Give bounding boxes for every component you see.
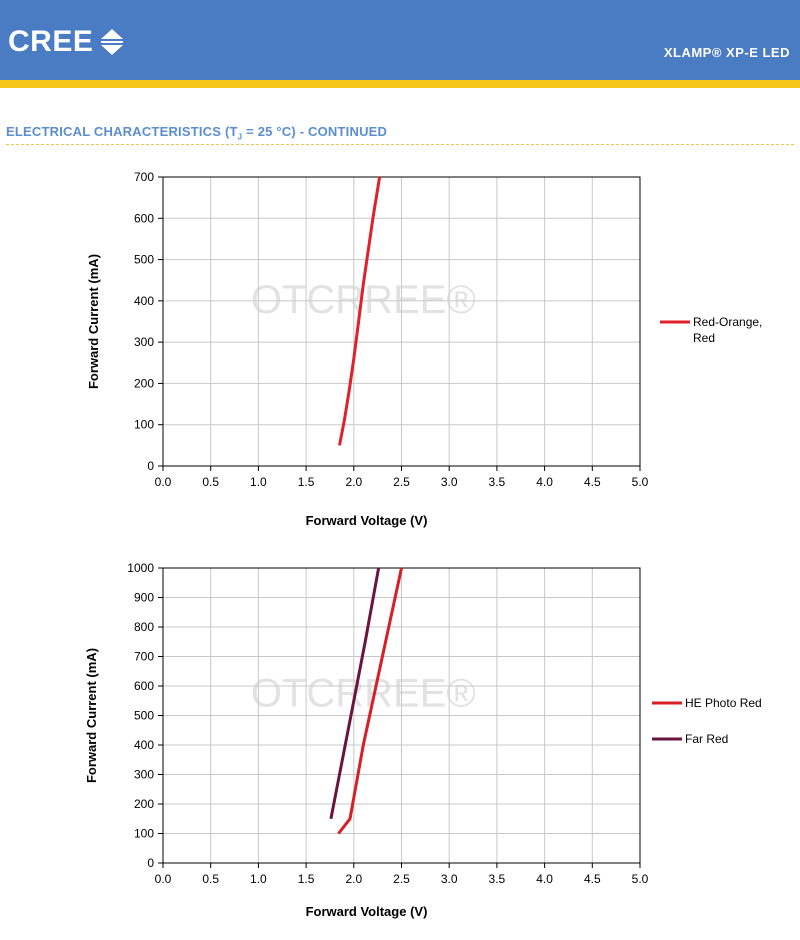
section-title-prefix: ELECTRICAL CHARACTERISTICS (T [6,124,238,139]
series-line-1 [329,567,381,820]
x-tick-label: 0.5 [202,475,219,489]
y-tick-label: 900 [134,591,154,605]
y-tick-label: 500 [134,253,154,267]
x-tick-label: 3.5 [489,475,506,489]
x-tick-label: 2.0 [345,872,362,886]
plot-frame [162,176,641,467]
x-tick-label: 1.5 [298,872,315,886]
iv-chart-photo-red: 0.0 0.5 1.0 1.5 2.0 2.5 3.0 3.5 4.0 4.5 5.0 0 100 200… [84,561,762,919]
y-tick-label: 400 [134,738,154,752]
y-tick-label: 700 [134,650,154,664]
product-name: XLAMP® XP-E LED [663,45,790,60]
logo-text: CREE [8,25,94,58]
x-tick-label: 2.0 [345,475,362,489]
y-tick-label: 100 [134,827,154,841]
x-tick-label: 4.5 [584,475,601,489]
x-tick-label: 5.0 [632,475,649,489]
section-divider [6,144,794,145]
y-axis-title: Forward Current (mA) [84,648,99,783]
y-tick-label: 400 [134,294,154,308]
y-tick-label: 700 [134,170,154,184]
y-tick-label: 100 [134,418,154,432]
cree-diamond-icon [101,29,124,55]
y-tick-label: 500 [134,709,154,723]
y-axis-title: Forward Current (mA) [86,254,101,389]
x-tick-label: 1.0 [250,872,267,886]
watermark-text: OTCRREE® [251,672,476,716]
x-tick-label: 3.0 [441,475,458,489]
x-tick-label: 4.5 [584,872,601,886]
header-stripe [0,80,800,88]
x-axis-title: Forward Voltage (V) [306,513,428,528]
iv-chart-red: 0.0 0.5 1.0 1.5 2.0 2.5 3.0 3.5 4.0 4.5 5.0 0 100 200… [86,170,762,528]
x-tick-label: 0.0 [155,475,172,489]
section-title-sub: J [237,132,243,142]
y-tick-label: 0 [147,856,154,870]
y-tick-label: 600 [134,679,154,693]
legend-label-0: HE Photo Red [685,696,762,710]
section-title-suffix: = 25 °C) - CONTINUED [242,124,388,139]
series-line-0 [337,567,403,835]
y-tick-label: 0 [147,459,154,473]
series-line-0 [338,176,382,446]
header-bar: CREE XLAMP® XP-E LED [0,0,800,80]
y-tick-label: 300 [134,768,154,782]
cree-logo: CREE [8,24,125,60]
x-tick-label: 0.0 [155,872,172,886]
x-tick-label: 2.5 [393,872,410,886]
x-tick-label: 0.5 [202,872,219,886]
x-tick-label: 1.5 [298,475,315,489]
x-tick-label: 4.0 [536,872,553,886]
x-tick-label: 2.5 [393,475,410,489]
y-tick-label: 1000 [127,561,154,575]
x-axis-title: Forward Voltage (V) [306,904,428,919]
x-tick-label: 5.0 [632,872,649,886]
legend-label-1: Far Red [685,732,728,746]
y-tick-label: 600 [134,211,154,225]
x-tick-label: 3.0 [441,872,458,886]
y-tick-label: 800 [134,620,154,634]
y-tick-label: 200 [134,797,154,811]
section-title: ELECTRICAL CHARACTERISTICS (TJ = 25 °C) … [6,124,387,142]
legend-label-0: Red [693,331,715,345]
x-tick-label: 4.0 [536,475,553,489]
y-tick-label: 200 [134,376,154,390]
y-tick-label: 300 [134,335,154,349]
legend-label-0: Red-Orange, [693,315,762,329]
x-tick-label: 3.5 [489,872,506,886]
x-tick-label: 1.0 [250,475,267,489]
